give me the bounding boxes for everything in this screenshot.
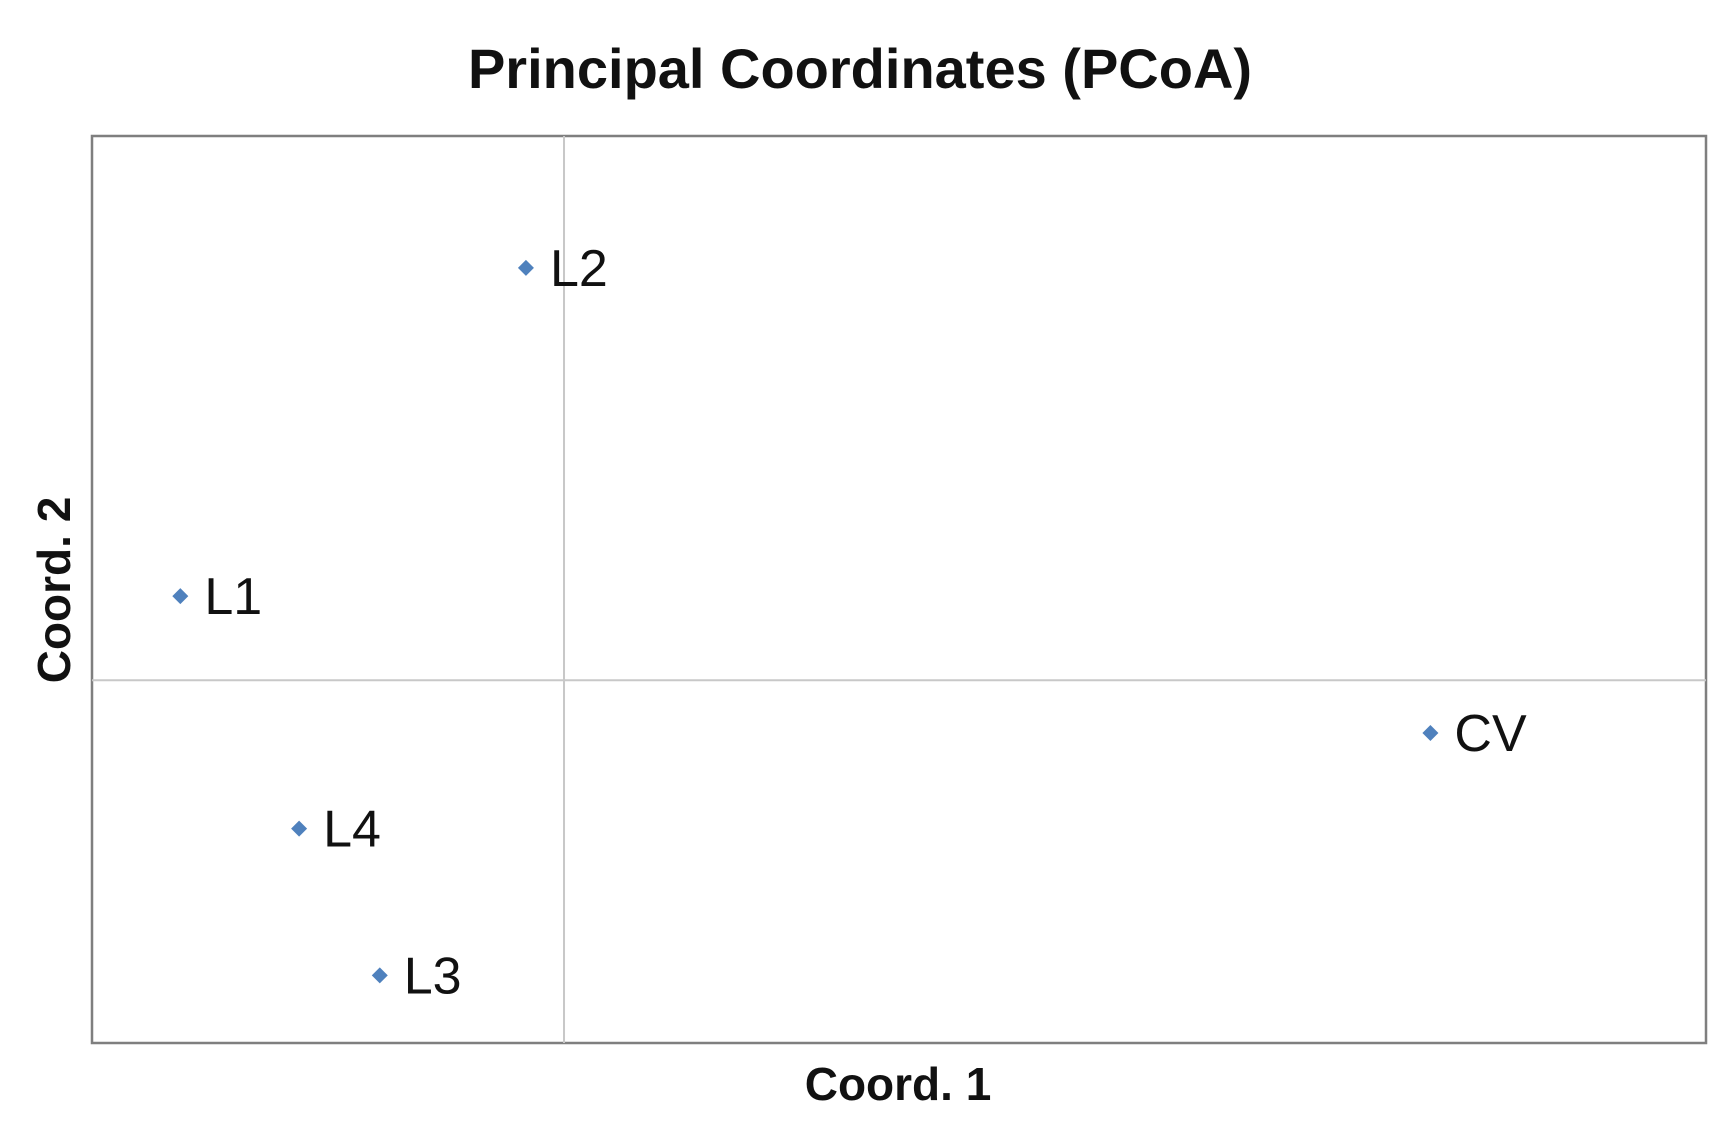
point-label-l1: L1 [204, 568, 262, 626]
point-label-l2: L2 [550, 240, 608, 298]
data-point-l1 [172, 588, 189, 605]
point-label-l3: L3 [404, 947, 462, 1005]
data-point-cv [1422, 724, 1439, 741]
chart-title: Principal Coordinates (PCoA) [468, 37, 1252, 100]
data-point-l2 [517, 259, 534, 276]
x-axis-label: Coord. 1 [805, 1058, 992, 1110]
y-axis-label: Coord. 2 [28, 497, 80, 684]
data-point-l4 [291, 820, 308, 837]
point-label-cv: CV [1454, 705, 1527, 763]
plot-area-frame [90, 134, 1708, 1045]
data-point-l3 [371, 967, 388, 984]
point-label-l4: L4 [323, 801, 381, 859]
data-points: L2 L1 CV L4 L3 [172, 240, 1527, 1005]
